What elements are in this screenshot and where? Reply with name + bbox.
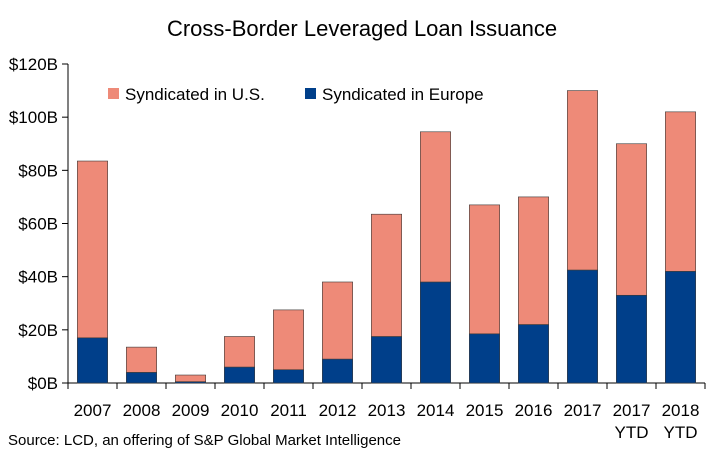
bar-us [126, 346, 157, 373]
legend-label: Syndicated in Europe [322, 85, 484, 104]
bar-europe [224, 366, 255, 384]
x-tick-label: 2014 [417, 401, 455, 420]
legend-label: Syndicated in U.S. [125, 85, 265, 104]
x-tick-label: 2017 [613, 401, 651, 420]
bar-europe [518, 324, 549, 384]
y-tick-label: $100B [9, 108, 58, 127]
bar-europe [126, 372, 157, 384]
bar-us [469, 204, 500, 335]
chart-title: Cross-Border Leveraged Loan Issuance [167, 16, 557, 41]
x-axis: 2007 2008 2009 2010 2011 2012 2013 2014 2015 2016… [67, 382, 706, 442]
bar-us [518, 196, 549, 325]
bar-europe [273, 369, 304, 384]
x-tick-label: YTD [615, 423, 649, 442]
x-tick-label: 2011 [270, 401, 307, 420]
bar-us [175, 374, 206, 382]
bar-europe [616, 294, 647, 384]
y-axis: $0B $20B $40B $60B $80B $100B $120B [9, 55, 69, 393]
y-tick-label: $0B [28, 374, 58, 393]
legend: Syndicated in U.S. Syndicated in Europe [108, 85, 484, 104]
bar-europe [469, 333, 500, 384]
bar-us [322, 281, 353, 360]
bar-europe [420, 281, 451, 384]
x-tick-label: 2016 [515, 401, 553, 420]
bar-us [616, 143, 647, 296]
bar-europe [665, 271, 696, 384]
x-tick-label: 2018 [662, 401, 700, 420]
bar-us [77, 160, 108, 339]
x-tick-label: 2009 [172, 401, 210, 420]
bar-europe [567, 269, 598, 384]
bar-us [420, 131, 451, 283]
bar-europe [322, 358, 353, 384]
bar-europe [371, 336, 402, 384]
y-tick-label: $80B [18, 161, 58, 180]
y-tick-label: $60B [18, 215, 58, 234]
x-tick-label: 2008 [123, 401, 161, 420]
y-tick-label: $120B [9, 55, 58, 74]
x-tick-label: 2017 [564, 401, 602, 420]
bar-us [224, 336, 255, 368]
bar-europe [77, 337, 108, 384]
bar-us [665, 111, 696, 272]
bars [77, 90, 696, 384]
y-tick-label: $40B [18, 268, 58, 287]
bar-us [567, 90, 598, 271]
legend-swatch [305, 88, 316, 99]
x-tick-label: 2007 [74, 401, 112, 420]
x-tick-label: 2015 [466, 401, 504, 420]
bar-us [273, 309, 304, 371]
bar-us [371, 213, 402, 337]
x-tick-label: 2013 [368, 401, 406, 420]
y-tick-label: $20B [18, 321, 58, 340]
x-tick-label: 2010 [221, 401, 259, 420]
source-note: Source: LCD, an offering of S&P Global M… [8, 432, 401, 449]
x-tick-label: YTD [664, 423, 698, 442]
x-tick-label: 2012 [319, 401, 357, 420]
legend-swatch [108, 88, 119, 99]
